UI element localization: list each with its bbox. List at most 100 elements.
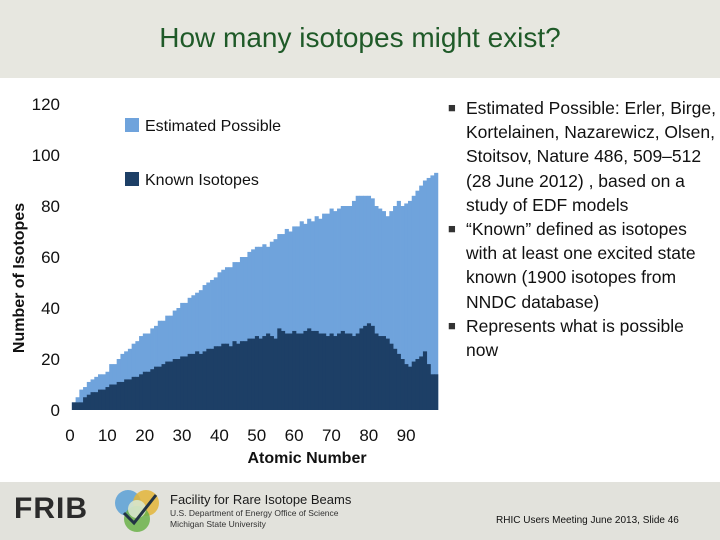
known-bar bbox=[333, 336, 338, 410]
estimated-bar bbox=[389, 211, 394, 410]
known-bar bbox=[195, 351, 200, 410]
x-tick-label: 30 bbox=[173, 426, 192, 445]
known-bar bbox=[161, 364, 166, 410]
known-bar bbox=[310, 330, 316, 410]
known-bar bbox=[426, 364, 431, 410]
known-bar bbox=[303, 330, 308, 410]
known-bar bbox=[217, 346, 222, 410]
known-bar bbox=[281, 330, 286, 410]
facility-name: Facility for Rare Isotope Beams bbox=[170, 492, 352, 507]
y-tick-label: 80 bbox=[41, 197, 60, 216]
estimated-bar bbox=[281, 234, 286, 410]
estimated-bar bbox=[333, 211, 338, 410]
known-bar bbox=[131, 376, 136, 410]
estimated-bar bbox=[210, 279, 215, 410]
known-bar bbox=[262, 336, 267, 410]
bullet-item: ■ Represents what is possible now bbox=[448, 315, 684, 361]
known-bar bbox=[381, 336, 386, 410]
estimated-bar bbox=[288, 231, 293, 410]
known-bar bbox=[90, 392, 95, 410]
known-bar bbox=[183, 356, 189, 410]
known-bar bbox=[176, 359, 181, 410]
known-bar bbox=[288, 333, 293, 410]
estimated-bar bbox=[206, 282, 211, 410]
estimated-bar bbox=[381, 211, 386, 410]
known-bar bbox=[258, 338, 263, 410]
known-bar bbox=[243, 341, 248, 410]
y-tick-label: 100 bbox=[32, 146, 60, 165]
known-bar bbox=[198, 353, 203, 410]
y-tick-label: 40 bbox=[41, 299, 60, 318]
estimated-bar bbox=[213, 277, 218, 410]
known-bar bbox=[94, 392, 99, 410]
known-bar bbox=[411, 361, 416, 410]
known-bar bbox=[415, 359, 420, 410]
estimated-bar bbox=[243, 257, 248, 410]
known-bar bbox=[127, 379, 133, 410]
estimated-bar bbox=[277, 234, 282, 410]
estimated-bar bbox=[407, 200, 413, 410]
estimated-bar bbox=[355, 195, 360, 410]
known-bar bbox=[254, 336, 259, 410]
estimated-bar bbox=[314, 216, 319, 410]
known-bar bbox=[236, 343, 241, 410]
known-bar bbox=[165, 361, 170, 410]
known-bar bbox=[109, 384, 114, 410]
legend-swatch-estimated bbox=[125, 118, 139, 132]
known-bar bbox=[150, 369, 155, 410]
y-tick-label: 0 bbox=[51, 401, 60, 420]
known-bar bbox=[355, 333, 360, 410]
known-bar bbox=[292, 330, 297, 410]
estimated-bar bbox=[157, 320, 162, 410]
x-axis-label: Atomic Number bbox=[247, 450, 366, 467]
known-bar bbox=[273, 338, 278, 410]
known-bar bbox=[299, 333, 304, 410]
known-bar bbox=[120, 381, 125, 410]
facility-university: Michigan State University bbox=[170, 519, 266, 529]
estimated-bar bbox=[266, 246, 271, 410]
y-tick-label: 60 bbox=[41, 248, 60, 267]
known-bar bbox=[206, 348, 211, 410]
y-tick-label: 20 bbox=[41, 350, 60, 369]
known-bar bbox=[142, 371, 147, 410]
estimated-bar bbox=[247, 251, 252, 410]
estimated-bar bbox=[393, 206, 398, 410]
known-bar bbox=[213, 346, 218, 410]
estimated-bar bbox=[344, 206, 349, 410]
title-bar bbox=[0, 0, 720, 78]
known-bar bbox=[396, 353, 401, 410]
known-bar bbox=[116, 381, 121, 410]
legend-label-known: Known Isotopes bbox=[145, 172, 259, 189]
x-axis-ticks: 0 10 20 30 40 50 60 70 80 90 bbox=[65, 426, 415, 445]
known-bar bbox=[422, 351, 428, 410]
known-bar bbox=[378, 336, 383, 410]
known-bar bbox=[210, 348, 215, 410]
bullet-item: ■ “Known” defined as isotopes with at lea… bbox=[448, 219, 696, 312]
known-bar bbox=[363, 325, 368, 410]
x-tick-label: 10 bbox=[98, 426, 117, 445]
known-bar bbox=[98, 389, 103, 410]
known-bar bbox=[124, 379, 129, 410]
estimated-bar bbox=[202, 285, 207, 410]
known-bar bbox=[71, 402, 76, 410]
known-bar bbox=[329, 333, 334, 410]
known-bar bbox=[322, 333, 327, 410]
known-bar bbox=[239, 341, 245, 410]
estimated-bar bbox=[419, 185, 424, 410]
estimated-bar bbox=[404, 203, 409, 410]
known-bar bbox=[105, 387, 110, 410]
estimated-bar bbox=[322, 213, 327, 410]
facility-sponsor: U.S. Department of Energy Office of Scie… bbox=[170, 508, 339, 518]
estimated-bar bbox=[329, 208, 334, 410]
square-bullet-icon: ■ bbox=[448, 100, 456, 115]
known-bar bbox=[157, 366, 162, 410]
known-bar bbox=[374, 333, 379, 410]
frib-logo: FRIB bbox=[14, 492, 88, 525]
known-bar bbox=[325, 336, 330, 410]
estimated-bar bbox=[224, 267, 230, 410]
known-bar bbox=[154, 366, 159, 410]
estimated-bar bbox=[411, 195, 416, 410]
known-bar bbox=[407, 366, 413, 410]
estimated-bar bbox=[318, 218, 323, 410]
legend-label-estimated: Estimated Possible bbox=[145, 118, 281, 135]
